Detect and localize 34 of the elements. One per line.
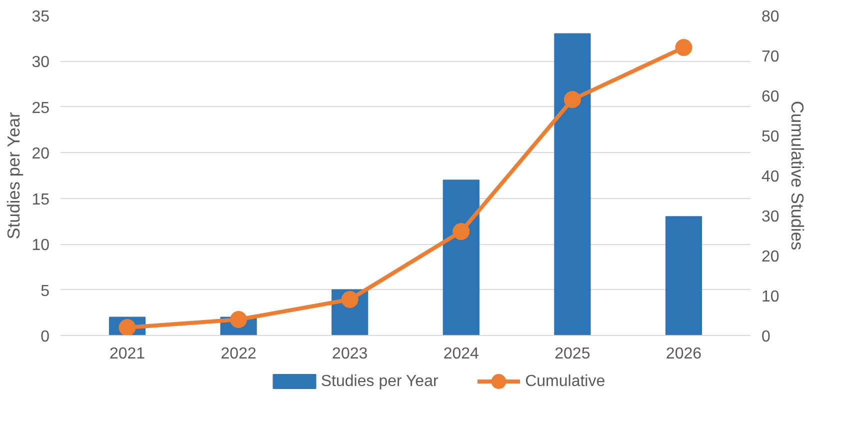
y-tick-label: 15	[32, 191, 50, 208]
x-tick-label: 2023	[332, 346, 368, 362]
y2-axis-title: Cumulative Studies	[787, 100, 808, 250]
y2-tick-label: 60	[762, 88, 780, 106]
y-axis-title: Studies per Year	[4, 112, 24, 240]
y-tick-label: 5	[40, 282, 50, 300]
point	[564, 91, 581, 108]
y2-tick-label: 10	[762, 288, 780, 306]
y-tick-label: 0	[40, 328, 50, 346]
x-tick-label: 2026	[666, 346, 702, 362]
y2-tick-label: 50	[762, 128, 780, 146]
y-tick-label: 35	[32, 8, 50, 26]
x-tick-label: 2025	[554, 346, 590, 362]
bar	[442, 180, 480, 336]
y2-tick-label: 30	[762, 208, 780, 226]
legend-label: Studies per Year	[320, 373, 439, 390]
y2-tick-label: 20	[762, 248, 780, 266]
x-tick-label: 2024	[443, 346, 480, 362]
point	[675, 39, 692, 56]
point	[341, 291, 358, 308]
y-tick-label: 10	[32, 237, 50, 254]
y2-tick-label: 80	[762, 8, 780, 26]
y2-tick-label: 40	[762, 168, 780, 186]
legend-label: Cumulative	[525, 373, 606, 390]
y-tick-label: 30	[32, 54, 50, 72]
x-tick-label: 2022	[220, 346, 256, 362]
y2-tick-label: 0	[762, 328, 770, 346]
point	[452, 223, 470, 240]
y2-tick-label: 70	[762, 48, 780, 66]
x-tick-label: 2021	[109, 346, 146, 362]
y-tick-label: 25	[32, 100, 50, 117]
bar	[665, 216, 702, 336]
y-tick-label: 20	[32, 146, 50, 163]
bar	[554, 33, 591, 336]
